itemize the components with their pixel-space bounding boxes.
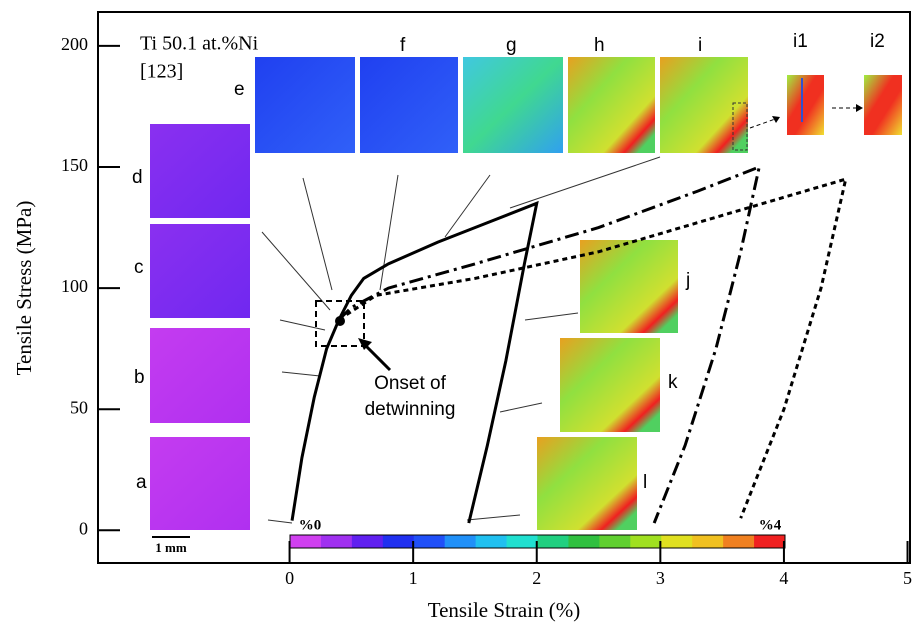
panel-label: d xyxy=(132,167,143,188)
map-i xyxy=(660,57,748,153)
colorbar-min: %0 xyxy=(299,517,322,533)
curve xyxy=(337,164,762,524)
pointer-lines xyxy=(261,156,661,524)
map-d xyxy=(150,124,250,218)
colorbar-cell xyxy=(320,535,353,548)
onset-arrow xyxy=(362,342,392,372)
colorbar-cell xyxy=(475,535,508,548)
alloy-label: Ti 50.1 at.%Ni xyxy=(140,33,259,55)
map-l xyxy=(537,437,637,530)
panel-label: b xyxy=(134,367,145,388)
orientation-label: [123] xyxy=(140,61,183,83)
y-axis-label: Tensile Stress (MPa) xyxy=(12,201,36,376)
colorbar-max: %4 xyxy=(759,517,782,533)
colorbar-cell xyxy=(444,535,477,548)
map-a xyxy=(150,437,250,530)
x-tick-label: 0 xyxy=(285,568,294,588)
y-tick-label: 0 xyxy=(79,518,88,538)
map-c xyxy=(150,224,250,318)
map-i2 xyxy=(864,75,902,135)
colorbar-cell xyxy=(723,535,755,548)
panel-label: j xyxy=(685,270,690,291)
panel-label: k xyxy=(668,372,678,393)
annotation: detwinning xyxy=(365,399,456,420)
colorbar-cell xyxy=(413,535,446,548)
zoom-box xyxy=(732,102,748,151)
onset-arrow-head xyxy=(358,338,372,350)
colorbar-cell xyxy=(692,535,724,548)
map-f xyxy=(360,57,458,153)
map-i1 xyxy=(787,75,824,135)
colorbar-cell xyxy=(382,535,415,548)
y-tick-label: 100 xyxy=(61,276,88,296)
x-tick-label: 3 xyxy=(656,568,665,588)
panel-label: c xyxy=(134,257,144,278)
zoom-arrows xyxy=(749,107,856,129)
map-h xyxy=(568,57,655,153)
panel-label: f xyxy=(400,35,406,56)
x-tick-label: 1 xyxy=(409,568,418,588)
map-e xyxy=(255,57,355,153)
onset-box xyxy=(315,300,365,347)
colorbar-cell xyxy=(630,535,662,548)
colorbar-cell xyxy=(290,535,322,548)
colorbar-cell xyxy=(351,535,384,548)
map-j xyxy=(580,240,678,333)
panel-label: e xyxy=(234,79,245,100)
x-tick-label: 4 xyxy=(779,568,788,588)
colorbar-cell xyxy=(599,535,631,548)
panel-label: i xyxy=(698,35,702,56)
map-g xyxy=(463,57,563,153)
panel-label: i2 xyxy=(870,31,885,52)
panel-label: i1 xyxy=(793,31,808,52)
x-tick-label: 2 xyxy=(532,568,541,588)
strain-maps xyxy=(150,57,902,530)
x-tick-label: 5 xyxy=(903,568,912,588)
y-tick-label: 50 xyxy=(70,397,88,417)
map-k xyxy=(560,338,660,432)
colorbar xyxy=(289,534,786,549)
colorbar-cell xyxy=(506,535,538,548)
colorbar-cell xyxy=(568,535,600,548)
colorbar-cell xyxy=(661,535,693,548)
panel-label: g xyxy=(506,35,517,56)
panel-label: l xyxy=(643,472,647,493)
colorbar-cell xyxy=(754,535,786,548)
map-b xyxy=(150,328,250,423)
panel-label: h xyxy=(594,35,605,56)
panel-label: a xyxy=(136,472,147,493)
x-axis-label: Tensile Strain (%) xyxy=(428,598,581,622)
scale-label: 1 mm xyxy=(155,540,187,555)
y-tick-label: 200 xyxy=(61,34,88,54)
curve xyxy=(338,176,848,519)
y-tick-label: 150 xyxy=(61,155,88,175)
colorbar-cell xyxy=(537,535,569,548)
annotation: Onset of xyxy=(374,373,447,394)
curve xyxy=(290,200,539,524)
